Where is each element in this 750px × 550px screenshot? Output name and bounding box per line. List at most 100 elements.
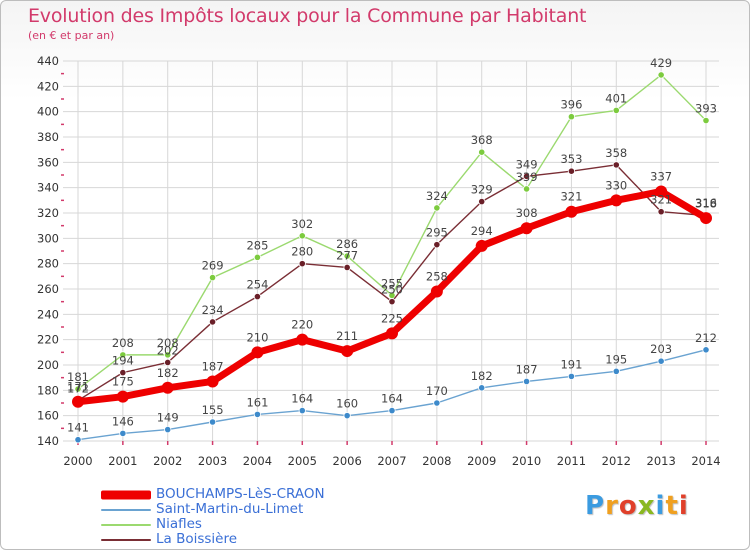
data-point — [296, 333, 309, 346]
data-label: 308 — [516, 206, 538, 220]
data-point — [253, 292, 262, 301]
legend-swatch — [101, 508, 151, 511]
legend-item: BOUCHAMPS-LèS-CRAON — [101, 487, 421, 502]
y-tick-label: 200 — [37, 358, 59, 372]
legend-label: Niafles — [156, 516, 202, 532]
logo-letter: i — [655, 491, 666, 521]
data-point — [74, 385, 82, 393]
data-label: 202 — [157, 343, 179, 357]
data-label: 172 — [67, 381, 89, 395]
logo-letter: r — [605, 491, 619, 521]
data-point — [208, 318, 217, 326]
data-point — [164, 358, 172, 367]
data-label: 353 — [560, 152, 582, 166]
logo-letter: o — [618, 491, 638, 521]
y-tick-label: 360 — [37, 155, 59, 169]
data-label: 194 — [112, 354, 134, 368]
y-tick-label: 280 — [37, 257, 59, 271]
data-label: 164 — [381, 392, 403, 406]
legend-swatch — [101, 490, 151, 499]
data-point — [567, 113, 576, 121]
data-label: 255 — [381, 276, 403, 290]
data-point — [520, 222, 533, 235]
data-label: 141 — [67, 421, 89, 435]
data-point — [522, 185, 531, 193]
data-label: 195 — [605, 352, 627, 366]
data-point — [206, 375, 219, 388]
data-label: 250 — [381, 283, 403, 297]
data-point — [430, 285, 443, 298]
data-label: 212 — [695, 331, 717, 345]
legend-swatch — [101, 538, 151, 541]
data-label: 277 — [336, 248, 358, 262]
data-point — [612, 106, 620, 115]
data-point — [655, 185, 668, 198]
x-tick-label: 2012 — [602, 454, 631, 468]
x-tick-label: 2000 — [63, 454, 92, 468]
y-tick-label: 260 — [37, 282, 59, 296]
data-point — [74, 436, 82, 444]
y-tick-label: 160 — [37, 409, 59, 423]
data-point — [253, 410, 262, 418]
x-tick-label: 2013 — [647, 454, 676, 468]
data-label: 149 — [157, 411, 179, 425]
data-point — [612, 161, 620, 169]
data-point — [657, 357, 665, 365]
logo-letter: P — [585, 491, 606, 521]
data-point — [475, 239, 488, 252]
legend-swatch — [101, 523, 151, 526]
x-tick-label: 2011 — [557, 454, 586, 468]
data-point — [702, 116, 710, 125]
y-tick-label: 240 — [37, 307, 59, 321]
data-label: 181 — [67, 370, 89, 384]
data-point — [388, 298, 396, 306]
x-tick-label: 2003 — [198, 454, 227, 468]
data-label: 358 — [605, 146, 627, 160]
data-point — [478, 384, 486, 392]
data-label: 295 — [426, 226, 448, 240]
data-label: 160 — [336, 397, 358, 411]
data-point — [433, 241, 441, 249]
data-label: 225 — [381, 311, 403, 325]
data-point — [522, 377, 531, 386]
data-label: 429 — [650, 56, 672, 70]
logo-letter: x — [637, 491, 656, 521]
data-label: 220 — [291, 318, 313, 332]
data-label: 155 — [202, 403, 224, 417]
data-point — [657, 208, 665, 216]
data-point — [251, 346, 264, 359]
data-point — [388, 406, 396, 415]
data-label: 208 — [157, 336, 179, 350]
legend-label: Saint-Martin-du-Limet — [156, 501, 304, 517]
x-tick-label: 2006 — [333, 454, 362, 468]
data-label: 396 — [560, 98, 582, 112]
y-tick-label: 300 — [37, 231, 59, 245]
y-tick-label: 320 — [37, 206, 59, 220]
data-label: 324 — [426, 189, 448, 203]
y-tick-label: 420 — [37, 79, 59, 93]
x-tick-label: 2010 — [512, 454, 541, 468]
y-tick-label: 400 — [37, 105, 59, 119]
data-point — [700, 212, 712, 225]
data-point — [208, 418, 217, 426]
y-tick-label: 380 — [37, 130, 59, 144]
data-label: 339 — [516, 170, 538, 184]
proxiti-logo: Proxiti — [585, 491, 689, 521]
data-point — [343, 263, 351, 272]
x-tick-label: 2001 — [108, 454, 137, 468]
data-label: 330 — [605, 178, 627, 192]
data-point — [343, 252, 351, 260]
data-label: 170 — [426, 384, 448, 398]
data-label: 321 — [560, 190, 582, 204]
data-point — [164, 351, 172, 359]
chart-subtitle: (en € et par an) — [28, 29, 115, 42]
data-label: 171 — [67, 380, 89, 394]
data-label: 337 — [650, 169, 672, 183]
data-label: 286 — [336, 237, 358, 251]
data-label: 187 — [202, 359, 224, 373]
data-point — [565, 205, 578, 218]
data-point — [253, 253, 262, 261]
data-point — [341, 345, 354, 358]
data-point — [298, 260, 306, 268]
